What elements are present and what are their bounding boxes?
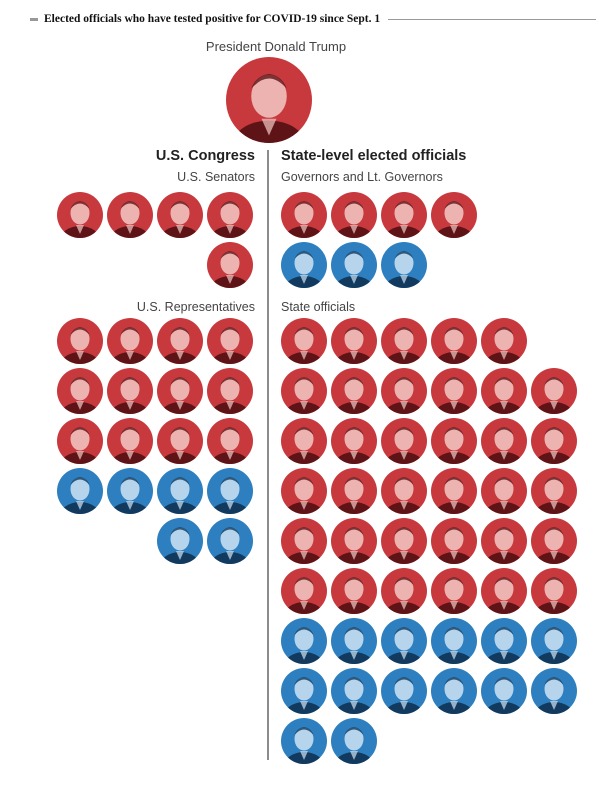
chart-header: Elected officials who have tested positi… — [30, 10, 596, 28]
representative-portrait — [157, 368, 203, 414]
representative-portrait — [157, 468, 203, 514]
state-official-portrait — [331, 418, 377, 464]
state-official-portrait — [331, 568, 377, 614]
state-official-portrait — [531, 618, 577, 664]
state-official-portrait — [381, 368, 427, 414]
state-official-portrait — [281, 518, 327, 564]
state-official-portrait — [481, 468, 527, 514]
representative-portrait — [207, 418, 253, 464]
representative-portrait — [157, 518, 203, 564]
representative-portrait — [207, 518, 253, 564]
state-official-portrait — [531, 368, 577, 414]
state-official-portrait — [431, 468, 477, 514]
state-official-portrait — [481, 568, 527, 614]
state-official-portrait — [431, 318, 477, 364]
state-official-portrait — [281, 418, 327, 464]
state-official-portrait — [381, 518, 427, 564]
governor-portrait — [381, 192, 427, 238]
representatives-label: U.S. Representatives — [136, 300, 255, 314]
representative-portrait — [57, 418, 103, 464]
congress-heading: U.S. Congress — [155, 148, 255, 164]
senator-portrait — [207, 242, 253, 288]
governor-portrait — [331, 192, 377, 238]
state-official-portrait — [531, 668, 577, 714]
state-official-portrait — [281, 718, 327, 764]
state-official-portrait — [431, 368, 477, 414]
state-official-portrait — [481, 318, 527, 364]
governor-portrait — [281, 242, 327, 288]
state-official-portrait — [331, 368, 377, 414]
state-official-portrait — [281, 318, 327, 364]
representative-portrait — [157, 418, 203, 464]
state-official-portrait — [281, 668, 327, 714]
state-official-portrait — [431, 668, 477, 714]
governor-portrait — [281, 192, 327, 238]
president-label: President Donald Trump — [205, 39, 347, 54]
senator-portrait — [157, 192, 203, 238]
senator-portrait — [57, 192, 103, 238]
state-official-portrait — [531, 518, 577, 564]
state-official-portrait — [281, 368, 327, 414]
senators-label: U.S. Senators — [177, 170, 255, 184]
state-official-portrait — [481, 368, 527, 414]
state-official-portrait — [331, 318, 377, 364]
representative-portrait — [107, 468, 153, 514]
governor-portrait — [381, 242, 427, 288]
state-official-portrait — [381, 418, 427, 464]
president-portrait — [226, 57, 312, 143]
state-official-portrait — [331, 668, 377, 714]
state-official-portrait — [531, 468, 577, 514]
state-official-portrait — [331, 518, 377, 564]
state-official-portrait — [431, 418, 477, 464]
state-official-portrait — [331, 618, 377, 664]
governors-label: Governors and Lt. Governors — [281, 170, 443, 184]
representative-portrait — [107, 318, 153, 364]
section-divider — [267, 150, 269, 760]
state-official-portrait — [481, 668, 527, 714]
state-official-portrait — [431, 618, 477, 664]
header-rule — [388, 18, 596, 20]
state-official-portrait — [381, 568, 427, 614]
state-officials-label: State officials — [281, 300, 356, 314]
state-official-portrait — [381, 618, 427, 664]
governor-portrait — [331, 242, 377, 288]
state-official-portrait — [531, 568, 577, 614]
state-official-portrait — [281, 568, 327, 614]
state-official-portrait — [431, 568, 477, 614]
governor-portrait — [431, 192, 477, 238]
header-dash — [30, 17, 38, 21]
state-heading: State-level elected officials — [281, 148, 467, 164]
state-official-portrait — [331, 468, 377, 514]
state-official-portrait — [281, 468, 327, 514]
senator-portrait — [207, 192, 253, 238]
representative-portrait — [207, 468, 253, 514]
representative-portrait — [207, 318, 253, 364]
state-official-portrait — [431, 518, 477, 564]
representative-portrait — [207, 368, 253, 414]
state-official-portrait — [481, 618, 527, 664]
state-official-portrait — [481, 418, 527, 464]
representative-portrait — [107, 418, 153, 464]
representative-portrait — [57, 368, 103, 414]
representative-portrait — [157, 318, 203, 364]
representative-portrait — [57, 468, 103, 514]
state-official-portrait — [481, 518, 527, 564]
state-official-portrait — [331, 718, 377, 764]
state-official-portrait — [381, 468, 427, 514]
state-official-portrait — [281, 618, 327, 664]
state-official-portrait — [381, 668, 427, 714]
header-title: Elected officials who have tested positi… — [44, 13, 381, 25]
representative-portrait — [107, 368, 153, 414]
senator-portrait — [107, 192, 153, 238]
representative-portrait — [57, 318, 103, 364]
state-official-portrait — [381, 318, 427, 364]
state-official-portrait — [531, 418, 577, 464]
